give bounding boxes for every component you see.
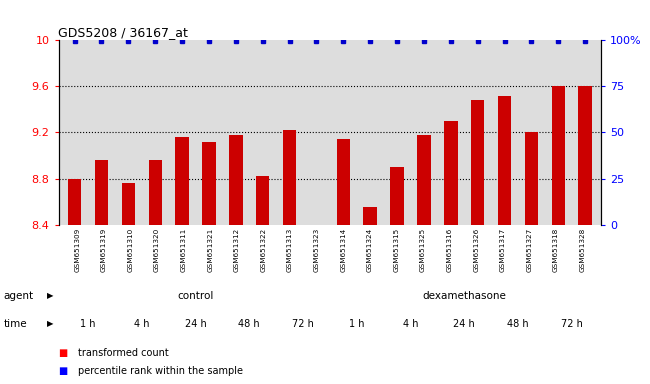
- Text: 24 h: 24 h: [185, 318, 207, 329]
- Text: GSM651316: GSM651316: [447, 227, 452, 272]
- Text: GSM651328: GSM651328: [580, 227, 586, 272]
- Bar: [95, 160, 108, 225]
- Text: GSM651321: GSM651321: [207, 227, 213, 272]
- Text: transformed count: transformed count: [78, 348, 169, 358]
- Text: GSM651319: GSM651319: [101, 227, 107, 272]
- Text: GSM651312: GSM651312: [234, 227, 240, 272]
- Text: 4 h: 4 h: [134, 318, 150, 329]
- Bar: [256, 176, 269, 225]
- Text: GSM651318: GSM651318: [553, 227, 559, 272]
- Text: 24 h: 24 h: [453, 318, 475, 329]
- Text: 72 h: 72 h: [292, 318, 314, 329]
- Bar: [552, 86, 565, 225]
- Text: 48 h: 48 h: [507, 318, 528, 329]
- Bar: [176, 137, 188, 225]
- Text: ▶: ▶: [47, 319, 54, 328]
- Bar: [122, 183, 135, 225]
- Text: dexamethasone: dexamethasone: [422, 291, 506, 301]
- Text: 48 h: 48 h: [239, 318, 260, 329]
- Text: GSM651314: GSM651314: [340, 227, 346, 272]
- Bar: [525, 132, 538, 225]
- Bar: [471, 100, 484, 225]
- Text: percentile rank within the sample: percentile rank within the sample: [78, 366, 243, 376]
- Bar: [363, 207, 377, 225]
- Bar: [148, 160, 162, 225]
- Text: GSM651320: GSM651320: [154, 227, 160, 272]
- Text: ■: ■: [58, 348, 68, 358]
- Text: GDS5208 / 36167_at: GDS5208 / 36167_at: [58, 26, 188, 39]
- Text: 1 h: 1 h: [81, 318, 96, 329]
- Text: GSM651311: GSM651311: [181, 227, 187, 272]
- Text: GSM651315: GSM651315: [393, 227, 399, 272]
- Text: GSM651323: GSM651323: [313, 227, 320, 272]
- Bar: [498, 96, 512, 225]
- Bar: [68, 179, 81, 225]
- Text: 4 h: 4 h: [403, 318, 418, 329]
- Text: GSM651309: GSM651309: [74, 227, 80, 272]
- Bar: [391, 167, 404, 225]
- Text: control: control: [177, 291, 214, 301]
- Text: GSM651326: GSM651326: [473, 227, 479, 272]
- Text: GSM651324: GSM651324: [367, 227, 373, 272]
- Text: time: time: [3, 318, 27, 329]
- Bar: [578, 86, 592, 225]
- Text: ■: ■: [58, 366, 68, 376]
- Text: GSM651310: GSM651310: [127, 227, 133, 272]
- Bar: [202, 142, 216, 225]
- Text: GSM651325: GSM651325: [420, 227, 426, 272]
- Text: GSM651322: GSM651322: [261, 227, 266, 272]
- Bar: [283, 130, 296, 225]
- Bar: [417, 135, 431, 225]
- Text: GSM651327: GSM651327: [526, 227, 532, 272]
- Bar: [229, 135, 242, 225]
- Text: GSM651317: GSM651317: [500, 227, 506, 272]
- Bar: [444, 121, 458, 225]
- Text: 1 h: 1 h: [349, 318, 365, 329]
- Bar: [337, 139, 350, 225]
- Text: agent: agent: [3, 291, 33, 301]
- Text: 72 h: 72 h: [561, 318, 582, 329]
- Text: ▶: ▶: [47, 291, 54, 300]
- Text: GSM651313: GSM651313: [287, 227, 293, 272]
